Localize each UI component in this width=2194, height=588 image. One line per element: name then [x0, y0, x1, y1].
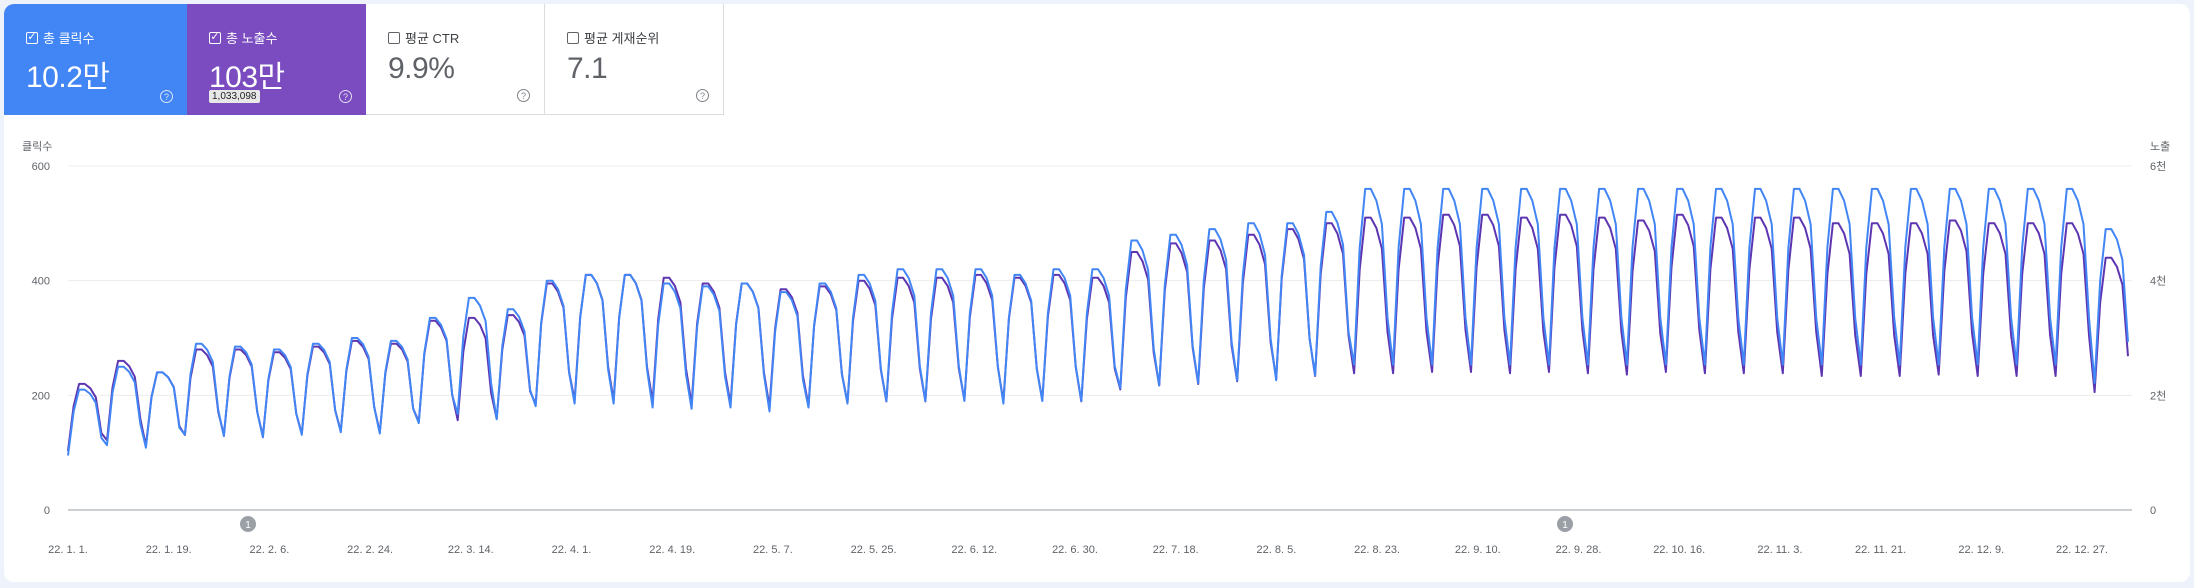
checkbox-unchecked-icon[interactable] — [388, 31, 400, 44]
value-tooltip: 1,033,098 — [209, 90, 260, 103]
checkbox-checked-icon[interactable]: ✓ — [209, 31, 221, 44]
y-right-tick-label: 6천 — [2150, 159, 2166, 173]
y-right-tick-label: 0 — [2150, 505, 2156, 517]
annotation-marker[interactable]: 1 — [240, 516, 256, 532]
y-right-tick-label: 4천 — [2150, 274, 2166, 288]
annotation-label: 1 — [1562, 520, 1568, 531]
help-icon[interactable]: ? — [517, 89, 530, 102]
x-tick-label: 22. 8. 5. — [1257, 544, 1297, 556]
metric-label: 총 클릭수 — [43, 31, 95, 46]
help-icon[interactable]: ? — [160, 90, 173, 103]
metric-label-row: 평균 CTR — [388, 28, 459, 47]
x-tick-label: 22. 11. 3. — [1757, 544, 1802, 556]
metric-card-clicks[interactable]: ✓ 총 클릭수 10.2만 ? — [4, 4, 187, 115]
annotation-marker[interactable]: 1 — [1557, 516, 1573, 532]
series-line — [67, 187, 2129, 456]
x-tick-label: 22. 4. 19. — [649, 544, 695, 556]
left-axis-title: 클릭수 — [22, 140, 52, 153]
metric-label: 평균 게재순위 — [584, 31, 660, 46]
y-left-tick-label: 200 — [32, 390, 50, 402]
metric-label: 총 노출수 — [226, 31, 278, 46]
metric-cards: ✓ 총 클릭수 10.2만 ? ✓ 총 노출수 103만 1,033,098 ?… — [4, 4, 724, 116]
y-left-tick-label: 0 — [44, 505, 50, 517]
help-icon[interactable]: ? — [696, 89, 709, 102]
x-tick-label: 22. 7. 18. — [1153, 544, 1199, 556]
x-tick-label: 22. 6. 12. — [951, 544, 997, 556]
chart-series — [67, 187, 2129, 456]
x-tick-label: 22. 1. 1. — [48, 544, 88, 556]
checkbox-unchecked-icon[interactable] — [567, 31, 579, 44]
x-tick-label: 22. 11. 21. — [1855, 544, 1906, 556]
x-tick-label: 22. 8. 23. — [1354, 544, 1400, 556]
x-tick-label: 22. 4. 1. — [552, 544, 592, 556]
metric-label-row: ✓ 총 노출수 — [209, 28, 277, 47]
x-tick-label: 22. 12. 9. — [1958, 544, 2004, 556]
metric-value: 9.9% — [388, 52, 455, 85]
metric-label-row: ✓ 총 클릭수 — [26, 28, 94, 47]
metric-label: 평균 CTR — [405, 31, 460, 46]
help-icon[interactable]: ? — [339, 90, 352, 103]
x-tick-label: 22. 6. 30. — [1052, 544, 1098, 556]
performance-panel: ✓ 총 클릭수 10.2만 ? ✓ 총 노출수 103만 1,033,098 ?… — [4, 4, 2190, 582]
x-tick-label: 22. 9. 10. — [1455, 544, 1501, 556]
metric-card-ctr[interactable]: 평균 CTR 9.9% ? — [366, 4, 545, 115]
metric-value: 10.2만 — [26, 61, 110, 94]
metric-value: 103만 — [209, 61, 285, 94]
x-tick-label: 22. 1. 19. — [146, 544, 192, 556]
metric-card-position[interactable]: 평균 게재순위 7.1 ? — [545, 4, 724, 115]
x-tick-label: 22. 10. 16. — [1653, 544, 1705, 556]
x-tick-label: 22. 5. 7. — [753, 544, 793, 556]
y-right-tick-label: 2천 — [2150, 388, 2166, 402]
x-tick-label: 22. 12. 27. — [2056, 544, 2108, 556]
x-tick-label: 22. 9. 28. — [1556, 544, 1602, 556]
x-tick-label: 22. 3. 14. — [448, 544, 494, 556]
metric-label-row: 평균 게재순위 — [567, 28, 659, 47]
right-axis-title: 노출 — [2150, 140, 2170, 153]
y-left-tick-label: 400 — [32, 276, 50, 288]
checkbox-checked-icon[interactable]: ✓ — [26, 31, 38, 44]
x-axis-ticks: 22. 1. 1. 22. 1. 19. 22. 2. 6. 22. 2. 24. 22… — [48, 544, 2108, 556]
annotation-circle[interactable] — [1557, 516, 1573, 532]
y-axis-ticks: 0 0 200 2천 400 4천 600 6천 — [32, 159, 2167, 517]
x-tick-label: 22. 5. 25. — [851, 544, 897, 556]
metric-value: 7.1 — [567, 52, 608, 85]
x-tick-label: 22. 2. 6. — [250, 544, 290, 556]
annotation-label: 1 — [245, 520, 251, 531]
x-tick-label: 22. 2. 24. — [347, 544, 393, 556]
y-left-tick-label: 600 — [32, 161, 50, 173]
metric-card-impressions[interactable]: ✓ 총 노출수 103만 1,033,098 ? — [187, 4, 366, 115]
annotation-circle[interactable] — [240, 516, 256, 532]
